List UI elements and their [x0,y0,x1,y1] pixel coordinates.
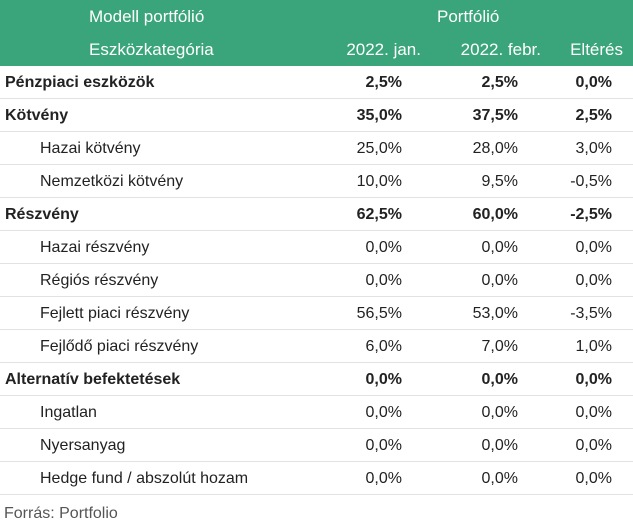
jan-value: 0,0% [365,239,402,256]
table-row: Ingatlan 0,0% 0,0% 0,0% [0,396,633,429]
category-row: Kötvény 35,0% 37,5% 2,5% [0,99,633,132]
feb-value: 0,0% [481,239,518,256]
table-row: Régiós részvény 0,0% 0,0% 0,0% [0,264,633,297]
row-label: Régiós részvény [40,272,159,289]
row-label: Ingatlan [40,404,97,421]
source-note: Forrás: Portfolio [4,505,118,522]
feb-value: 60,0% [472,206,518,223]
row-label: Nyersanyag [40,437,126,454]
row-label: Kötvény [5,107,69,124]
diff-value: 3,0% [575,140,612,157]
diff-value: -3,5% [570,305,612,322]
table-row: Nyersanyag 0,0% 0,0% 0,0% [0,429,633,462]
jan-value: 0,0% [365,404,402,421]
diff-value: 0,0% [575,470,612,487]
diff-value: 1,0% [575,338,612,355]
row-label: Hazai kötvény [40,140,141,157]
row-label: Részvény [5,206,79,223]
feb-value: 9,5% [481,173,518,190]
jan-value: 2,5% [365,74,402,91]
diff-value: -2,5% [570,206,612,223]
portfolio-label: Portfólió [437,7,500,26]
category-row: Pénzpiaci eszközök 2,5% 2,5% 0,0% [0,66,633,99]
row-label: Alternatív befektetések [5,371,181,388]
table-row: Hazai részvény 0,0% 0,0% 0,0% [0,231,633,264]
row-label: Fejlődő piaci részvény [40,338,199,355]
diff-value: 0,0% [575,404,612,421]
row-label: Hedge fund / abszolút hozam [40,470,249,487]
diff-value: 0,0% [575,74,612,91]
diff-value: 0,0% [575,239,612,256]
row-label: Fejlett piaci részvény [40,305,190,322]
portfolio-table: Modell portfólió Portfólió Eszközkategór… [0,0,633,495]
table-row: Hedge fund / abszolút hozam 0,0% 0,0% 0,0% [0,462,633,495]
jan-value: 0,0% [365,470,402,487]
diff-value: 0,0% [575,437,612,454]
feb-value: 7,0% [481,338,518,355]
jan-value: 56,5% [356,305,402,322]
table-header: Modell portfólió Portfólió Eszközkategór… [0,0,633,66]
jan-value: 62,5% [356,206,402,223]
feb-value: 37,5% [472,107,518,124]
jan-value: 0,0% [365,437,402,454]
table-row: Nemzetközi kötvény 10,0% 9,5% -0,5% [0,165,633,198]
jan-value: 0,0% [365,371,402,388]
diff-value: -0,5% [570,173,612,190]
jan-value: 10,0% [356,173,402,190]
model-portfolio-label: Modell portfólió [89,7,205,26]
diff-value: 0,0% [575,371,612,388]
diff-value: 0,0% [575,272,612,289]
table-row: Fejlődő piaci részvény 6,0% 7,0% 1,0% [0,330,633,363]
jan-value: 35,0% [356,107,402,124]
asset-class-label: Eszközkategória [89,40,214,59]
feb-value: 0,0% [481,404,518,421]
col-diff-header: Eltérés [570,40,623,59]
jan-value: 6,0% [365,338,402,355]
table-body: Pénzpiaci eszközök 2,5% 2,5% 0,0% Kötvény 35,… [0,66,633,495]
col-jan-header: 2022. jan. [346,40,421,59]
table-row: Hazai kötvény 25,0% 28,0% 3,0% [0,132,633,165]
category-row: Részvény 62,5% 60,0% -2,5% [0,198,633,231]
feb-value: 28,0% [472,140,518,157]
jan-value: 0,0% [365,272,402,289]
diff-value: 2,5% [575,107,612,124]
row-label: Pénzpiaci eszközök [5,74,155,91]
col-feb-header: 2022. febr. [460,40,541,59]
feb-value: 2,5% [481,74,518,91]
row-label: Hazai részvény [40,239,150,256]
feb-value: 53,0% [472,305,518,322]
category-row: Alternatív befektetések 0,0% 0,0% 0,0% [0,363,633,396]
feb-value: 0,0% [481,470,518,487]
feb-value: 0,0% [481,371,518,388]
row-label: Nemzetközi kötvény [40,173,184,190]
table-row: Fejlett piaci részvény 56,5% 53,0% -3,5% [0,297,633,330]
feb-value: 0,0% [481,272,518,289]
feb-value: 0,0% [481,437,518,454]
jan-value: 25,0% [356,140,402,157]
